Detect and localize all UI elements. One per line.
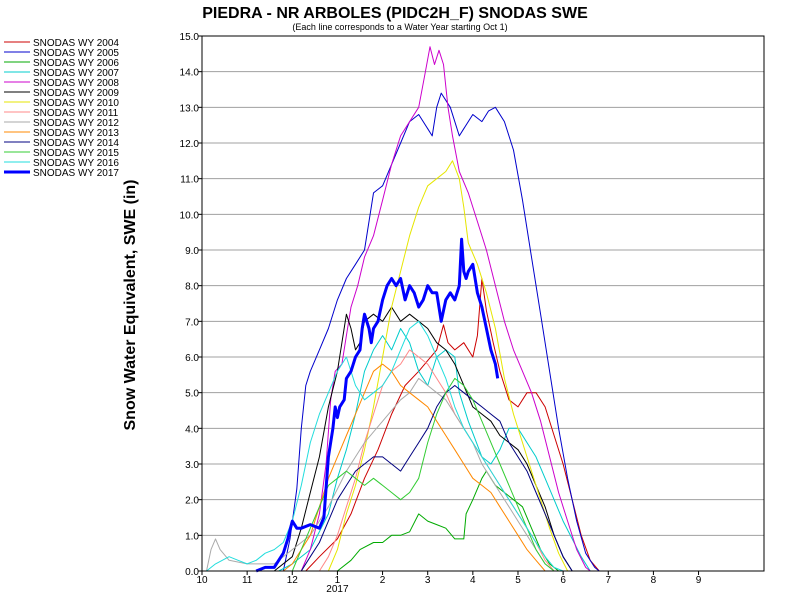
legend-label: SNODAS WY 2013 xyxy=(33,128,119,139)
series-line-snodas-wy-2015 xyxy=(291,377,555,572)
y-axis: 0.0 1.0 2.0 3.0 4.0 5.0 6.0 7.0 8.0 9.0 10.0 11.0 12… xyxy=(180,32,202,578)
series-line-snodas-wy-2004 xyxy=(305,278,600,572)
y-tick-label: 11.0 xyxy=(180,175,199,186)
y-tick-label: 14.0 xyxy=(180,68,200,79)
x-tick-label: 10 xyxy=(196,575,208,586)
series-line-snodas-wy-2013 xyxy=(282,363,546,572)
legend-label: SNODAS WY 2017 xyxy=(33,168,119,179)
legend-label: SNODAS WY 2004 xyxy=(33,38,119,49)
y-tick-label: 6.0 xyxy=(185,353,199,364)
grid xyxy=(202,71,764,536)
series-line-snodas-wy-2017 xyxy=(255,237,500,573)
y-tick-label: 7.0 xyxy=(185,317,199,328)
y-tick-label: 3.0 xyxy=(185,460,199,471)
legend-label: SNODAS WY 2014 xyxy=(33,138,119,149)
chart-title: PIEDRA - NR ARBOLES (PIDC2H_F) SNODAS SW… xyxy=(202,5,588,22)
series-line-snodas-wy-2005 xyxy=(282,92,600,572)
x-tick-label: 6 xyxy=(560,575,566,586)
x-tick-label: 5 xyxy=(515,575,521,586)
legend-label: SNODAS WY 2007 xyxy=(33,68,119,79)
x-tick-label: 3 xyxy=(425,575,431,586)
series-line-snodas-wy-2007 xyxy=(278,328,591,572)
legend-label: SNODAS WY 2009 xyxy=(33,88,119,99)
y-tick-label: 13.0 xyxy=(180,103,200,114)
x-tick-label: 1 xyxy=(335,575,341,586)
legend-label: SNODAS WY 2008 xyxy=(33,78,119,89)
series-line-snodas-wy-2014 xyxy=(300,385,573,572)
x-tick-label: 2 xyxy=(380,575,386,586)
y-tick-label: 8.0 xyxy=(185,282,199,293)
x-tick-label: 11 xyxy=(242,575,253,586)
legend-label: SNODAS WY 2011 xyxy=(33,108,119,119)
series-line-snodas-wy-2006 xyxy=(337,470,559,572)
legend-label: SNODAS WY 2005 xyxy=(33,48,119,59)
series-line-snodas-wy-2008 xyxy=(300,46,591,572)
legend-label: SNODAS WY 2012 xyxy=(33,118,119,129)
y-tick-label: 10.0 xyxy=(180,210,200,221)
series-line-snodas-wy-2009 xyxy=(273,306,573,572)
x-tick-label: 12 xyxy=(287,575,299,586)
y-tick-label: 15.0 xyxy=(180,32,200,43)
y-tick-label: 4.0 xyxy=(185,424,199,435)
legend-label: SNODAS WY 2006 xyxy=(33,58,119,69)
legend-label: SNODAS WY 2015 xyxy=(33,148,119,159)
x-tick-label: 7 xyxy=(605,575,611,586)
y-axis-label: Snow Water Equivalent, SWE (in) xyxy=(122,180,139,431)
x-tick-label: 4 xyxy=(470,575,476,586)
y-tick-label: 5.0 xyxy=(185,389,199,400)
y-tick-label: 9.0 xyxy=(185,246,199,257)
y-tick-label: 1.0 xyxy=(185,531,199,542)
x-axis: 10 11 12 1 2 3 4 5 6 7 8 9 xyxy=(196,571,702,586)
x-tick-label: 9 xyxy=(696,575,702,586)
y-tick-label: 12.0 xyxy=(180,139,200,150)
x-year-label: 2017 xyxy=(326,584,349,595)
y-tick-label: 2.0 xyxy=(185,496,199,507)
series-lines xyxy=(206,46,600,573)
chart-subtitle: (Each line corresponds to a Water Year s… xyxy=(292,22,507,32)
legend-label: SNODAS WY 2010 xyxy=(33,98,119,109)
series-line-snodas-wy-2010 xyxy=(327,160,569,572)
series-line-snodas-wy-2016 xyxy=(206,320,564,572)
plot-frame xyxy=(201,35,765,572)
legend-label: SNODAS WY 2016 xyxy=(33,158,119,169)
x-tick-label: 8 xyxy=(651,575,657,586)
y-tick-label: 0.0 xyxy=(185,567,199,578)
